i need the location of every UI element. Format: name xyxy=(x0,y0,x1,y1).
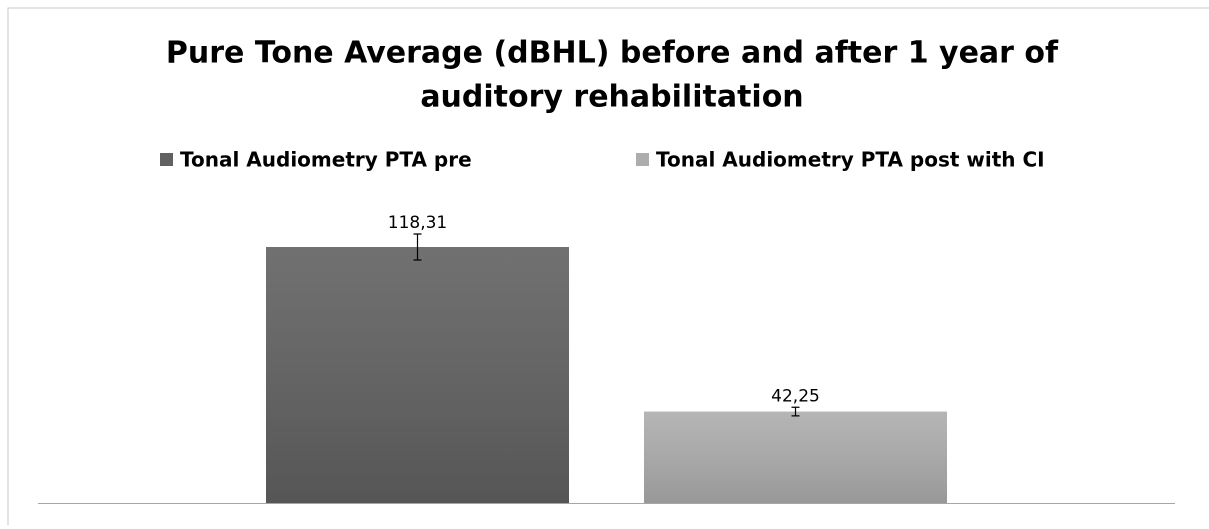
legend-label: Tonal Audiometry PTA post with CI xyxy=(656,148,1045,172)
error-bar xyxy=(413,233,422,261)
bar-shade xyxy=(266,247,569,503)
legend-swatch xyxy=(160,153,173,166)
chart-frame xyxy=(7,7,1209,525)
chart-title: Pure Tone Average (dBHL) before and afte… xyxy=(166,36,1059,71)
error-bar xyxy=(791,406,800,417)
legend-label: Tonal Audiometry PTA pre xyxy=(180,148,472,172)
chart-title: auditory rehabilitation xyxy=(420,80,803,115)
data-label: 118,31 xyxy=(388,213,447,233)
legend-swatch xyxy=(636,153,649,166)
data-label: 42,25 xyxy=(771,386,820,406)
bar-shade xyxy=(644,411,947,503)
